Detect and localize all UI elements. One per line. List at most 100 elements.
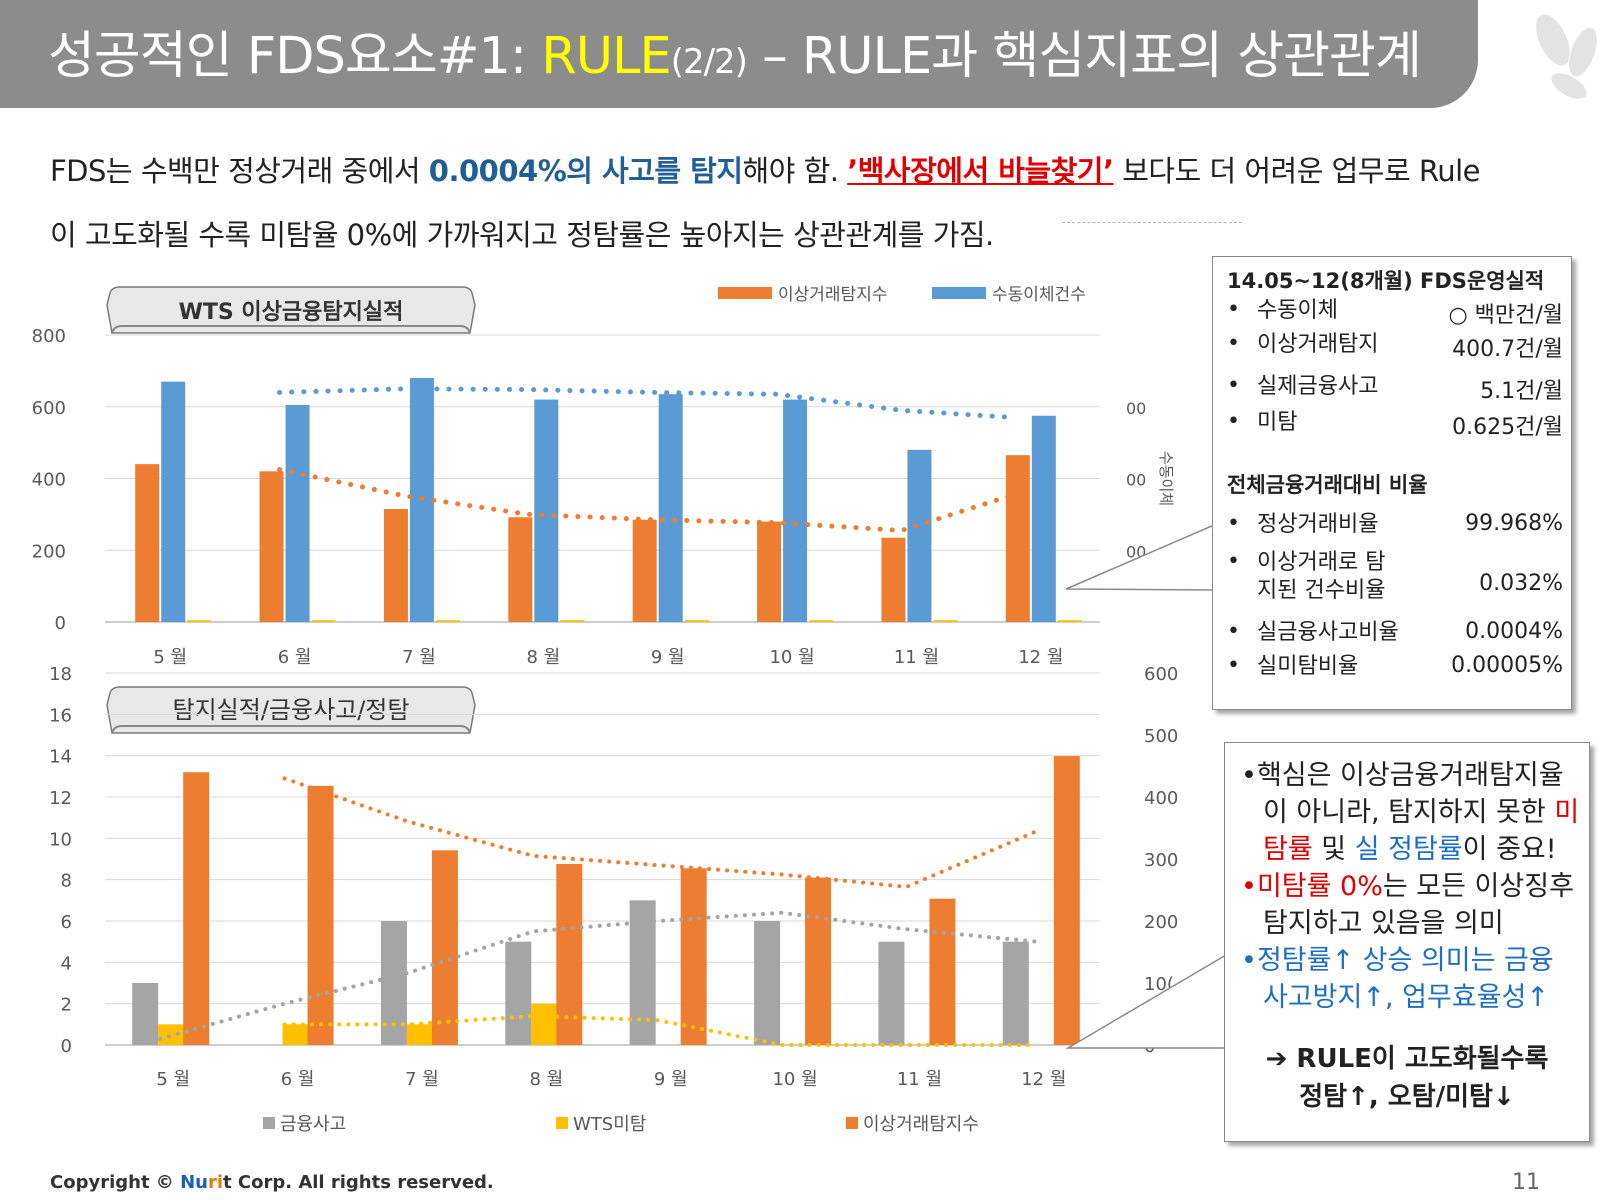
chart2-gridlines [105,672,1100,1005]
chart1-xtick: 10 월 [769,647,814,668]
chart1-xtick: 5 월 [153,647,187,668]
chart1-ytick: 400 [32,470,66,491]
chart1-bar [1057,620,1082,622]
chart1-bar [534,399,559,622]
chart1-xtick: 12 월 [1018,647,1063,668]
chart2-bar [531,1003,558,1045]
chart1-bar [1005,455,1030,622]
core-item-3: •정탐률↑ 상승 의미는 금융 [1241,945,1554,976]
chart2-ytick-left: 12 [49,788,72,809]
chart2-bar [132,983,159,1045]
core-callout: •핵심은 이상금융거래탐지율 이 아니라, 탐지하지 못한 미 탐률 및 실 정… [1224,742,1590,1142]
chart2-bar [878,941,905,1045]
chart2-ytick-right: 500 [1144,726,1178,747]
chart2-xtick: 11 월 [897,1069,942,1090]
chart2-ytick-left: 8 [61,871,72,892]
chart1-bar [632,519,657,622]
stats-row-label: 수동이체 [1257,298,1338,323]
stats-callout: 14.05~12(8개월) FDS운영실적 • 수동이체 ○ 백만건/월 • 이상거래탐… [1212,256,1572,710]
core-conclusion-1: ➔ RULE이 고도화될수록 [1265,1044,1549,1074]
chart2-ytick-right: 300 [1144,850,1178,871]
chart2-bar [158,1024,185,1045]
page-number: 11 [1512,1170,1540,1195]
chart1-xtick: 9 월 [651,647,685,668]
chart2-trendline [158,910,1039,1041]
chart2-xtick: 9 월 [654,1069,688,1090]
chart2-legend-label: WTS미탐 [573,1114,646,1135]
chart1-ytick: 800 [32,326,66,347]
core-conclusion-2: 정탐↑, 오탐/미탐↓ [1299,1082,1515,1112]
chart1-trendline [277,386,1017,421]
chart1-bar [933,620,958,622]
chart2-bar [629,900,656,1045]
chart1-bar [809,620,834,622]
chart2-legend-swatch [846,1117,858,1129]
stats-heading-2: 전체금융거래대비 비율 [1227,473,1428,497]
chart2-bar [505,941,532,1045]
chart1-xtick: 8 월 [526,647,560,668]
chart1-right-tick: 00 [1126,399,1146,418]
intro-line-2: 이 고도화될 수록 미탐율 0%에 가까워지고 정탐률은 높아지는 상관관계를 … [50,218,994,252]
chart1-bar [187,620,212,622]
chart2-title-tab: 탐지실적/금융사고/정탐 [106,686,476,734]
chart1-ytick: 200 [32,541,66,562]
chart2-legend-swatch [263,1117,275,1129]
chart1-legend-label: 이상거래탐지수 [778,285,887,305]
leaf-decoration-icon [1535,13,1598,100]
chart1-bar [135,464,160,622]
chart2-legend: 금융사고 WTS미탐 이상거래탐지수 [263,1114,979,1135]
chart2-xtick: 7 월 [405,1069,439,1090]
chart2-bar [431,850,458,1045]
stats-row-label: 정상거래비율 [1257,512,1379,537]
chart2-ytick-right: 200 [1144,912,1178,933]
chart1-legend-label: 수동이체건수 [992,285,1086,305]
core-item-2: •미탐률 0%는 모든 이상징후 [1241,871,1574,902]
stats-row-value: ○ 백만건/월 [1448,303,1563,328]
core-item-1: •핵심은 이상금융거래탐지율 [1241,760,1564,791]
chart2-ytick-left: 14 [49,747,72,768]
chart2-trendline [282,1014,1039,1047]
stats-row-label: 이상거래탐지 [1257,332,1379,357]
chart1-legend-swatch [718,287,772,299]
intro-line-1: FDS는 수백만 정상거래 중에서 0.0004%의 사고를 탐지해야 함. ’… [50,154,1481,188]
stats-heading: 14.05~12(8개월) FDS운영실적 [1227,269,1545,293]
chart1-bar [285,404,310,622]
copyright: Copyright © Nurit Corp. All rights reser… [50,1172,494,1193]
chart1-trendline [277,467,1017,534]
stats-row-value: 400.7건/월 [1452,337,1563,362]
chart2-bar [307,785,334,1045]
chart2-legend-label: 금융사고 [280,1114,346,1135]
chart2-trendline [282,776,1039,889]
chart1-bar [684,620,709,622]
title-bar [0,0,1478,108]
chart1-bars [135,378,1082,622]
chart2-xtick: 8 월 [529,1069,563,1090]
chart2-bar [805,877,832,1045]
chart2-legend-swatch [556,1117,568,1129]
chart1-bar [1031,415,1056,622]
chart1-bar [560,620,585,622]
stats-row-label: 실미탐비율 [1257,654,1359,679]
chart1-bar [311,620,336,622]
divider [1062,222,1242,223]
chart2-bar [556,863,583,1045]
chart2-ytick-left: 16 [49,705,72,726]
chart2-title: 탐지실적/금융사고/정탐 [173,696,410,724]
chart1-bar [783,399,808,622]
chart1-right-axis-label: 수동이체 [1157,451,1175,506]
chart2-ytick-left: 4 [61,953,72,974]
chart2-ytick-right: 600 [1144,664,1178,685]
chart2-xtick: 10 월 [772,1069,817,1090]
chart1-ytick: 0 [55,613,66,634]
stats-row-value: 99.968% [1465,511,1563,536]
chart2-ytick-left: 0 [61,1036,72,1057]
chart2-legend-label: 이상거래탐지수 [863,1114,979,1135]
title-highlight: RULE [541,27,671,86]
chart2-bar [282,1024,309,1045]
stats-row-label: 이상거래로 탐 지된 건수비율 [1257,550,1386,603]
core-callout-pointer [1065,953,1227,1049]
chart2-ytick-left: 18 [49,664,72,685]
chart2-ytick-left: 2 [61,995,72,1016]
chart2-ytick-left: 6 [61,912,72,933]
